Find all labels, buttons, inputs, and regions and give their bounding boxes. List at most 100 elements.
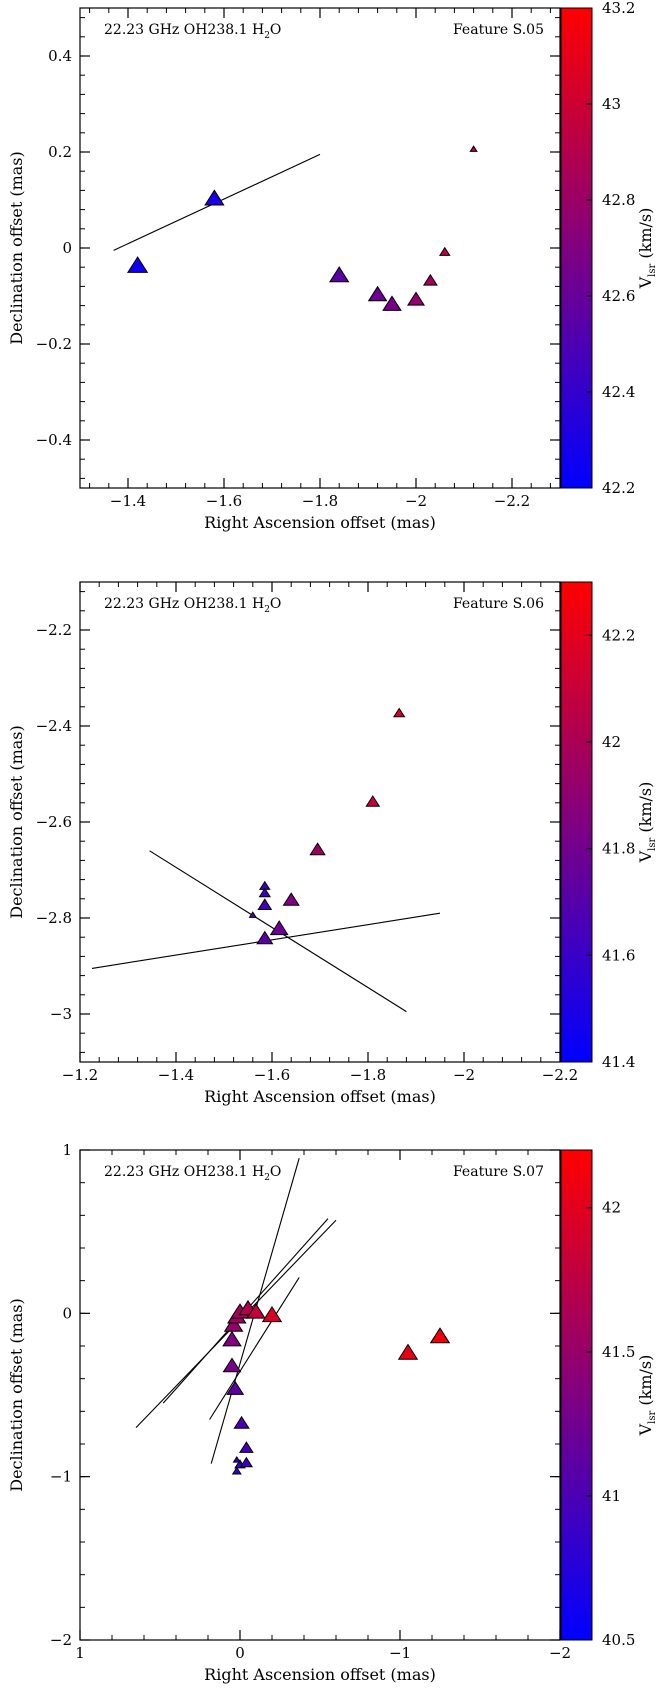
maser-spot-triangle xyxy=(222,1330,242,1347)
x-tick-label: −1.8 xyxy=(350,1066,386,1084)
x-axis-label: Right Ascension offset (mas) xyxy=(204,1087,436,1106)
maser-spot-triangle xyxy=(422,273,438,286)
maser-spot-triangle xyxy=(257,898,273,910)
plot-frame xyxy=(79,7,561,489)
annotation-feature: Feature S.06 xyxy=(453,596,544,612)
maser-spot-triangle xyxy=(223,1316,244,1332)
y-axis-label: Declination offset (mas) xyxy=(7,151,26,345)
colorbar-tick-label: 41 xyxy=(602,1487,621,1505)
x-tick-label: −2.2 xyxy=(542,1066,578,1084)
chart-panel-3: 1 0 −1 −2 −2 −1 0 1 Right Ascension offset (mas)… xyxy=(7,1141,658,1684)
colorbar-tick-label: 42.2 xyxy=(602,626,635,644)
colorbar-label: Vlsr (km/s) xyxy=(636,1355,658,1437)
annotation-feature: Feature S.05 xyxy=(453,22,544,38)
colorbar-label: Vlsr (km/s) xyxy=(636,208,658,290)
x-tick-label: −1.4 xyxy=(110,492,146,510)
maser-spot-triangle xyxy=(328,266,350,283)
maser-spot-triangle xyxy=(204,189,225,206)
colorbar-tick-label: 42.8 xyxy=(602,191,635,209)
x-tick-label: −2 xyxy=(405,492,427,510)
maser-spot-triangle xyxy=(365,795,381,807)
maser-spot-triangle xyxy=(239,1456,254,1468)
maser-spot-triangle xyxy=(231,1466,242,1475)
x-tick-label: −2 xyxy=(549,1644,571,1662)
x-tick-label: −2 xyxy=(453,1066,475,1084)
x-tick-label: 1 xyxy=(75,1644,85,1662)
maser-spot-triangle xyxy=(256,930,274,945)
maser-spot-triangle xyxy=(248,911,258,918)
colorbar-tick-label: 42.6 xyxy=(602,287,635,305)
y-tick-label: 0.4 xyxy=(48,47,72,65)
colorbar-tick-label: 42.2 xyxy=(602,479,635,497)
maser-spot-triangle xyxy=(261,1305,283,1323)
y-tick-label: −0.2 xyxy=(36,335,72,353)
y-tick-label: −2.4 xyxy=(36,717,72,735)
maser-spot-triangle xyxy=(392,707,406,718)
maser-spot-triangle xyxy=(282,892,300,906)
x-tick-label: −1.6 xyxy=(206,492,242,510)
y-tick-label: −3 xyxy=(50,1005,72,1023)
maser-spot-triangle xyxy=(226,1380,245,1395)
polarization-vector-line xyxy=(209,1277,300,1420)
colorbar-tick-label: 41.4 xyxy=(602,1053,635,1071)
maser-spot-triangle xyxy=(246,1303,266,1319)
maser-spot-triangle xyxy=(438,246,451,256)
maser-spot-triangle xyxy=(397,1343,419,1360)
colorbar-tick-label: 42 xyxy=(602,1199,621,1217)
x-tick-label: −1.6 xyxy=(254,1066,290,1084)
colorbar-tick-label: 41.5 xyxy=(602,1343,635,1361)
colorbar-tick-label: 41.6 xyxy=(602,946,635,964)
annotation-frequency-source: 22.23 GHz OH238.1 H2O xyxy=(104,22,281,41)
maser-spot-triangle xyxy=(258,887,272,898)
maser-spot-triangle xyxy=(269,920,289,936)
maser-spot-triangle xyxy=(222,1357,242,1373)
maser-spot-triangle xyxy=(429,1327,451,1344)
x-tick-label: 0 xyxy=(235,1644,245,1662)
y-tick-label: 0 xyxy=(62,1304,72,1322)
plot-frame xyxy=(79,1149,561,1641)
colorbar-tick-label: 41.8 xyxy=(602,840,635,858)
x-tick-label: −1.2 xyxy=(62,1066,98,1084)
annotation-frequency-source: 22.23 GHz OH238.1 H2O xyxy=(104,1164,281,1183)
colorbar-label: Vlsr (km/s) xyxy=(636,782,658,864)
x-axis-label: Right Ascension offset (mas) xyxy=(204,513,436,532)
maser-spot-triangle xyxy=(406,291,426,306)
colorbar-tick-label: 43.2 xyxy=(602,0,635,17)
x-tick-label: −1 xyxy=(389,1644,411,1662)
annotation-frequency-source: 22.23 GHz OH238.1 H2O xyxy=(104,596,281,615)
y-tick-label: −0.4 xyxy=(36,431,72,449)
chart-panel-1: −1.4 −1.6 −1.8 −2 −2.2 −0.4 −0.2 0 0.2 0.4 Right A… xyxy=(7,0,658,532)
y-tick-label: −2.8 xyxy=(36,909,72,927)
maser-spot-triangle xyxy=(233,1415,250,1429)
maser-spot-triangle xyxy=(382,295,402,311)
y-tick-label: 0 xyxy=(62,239,72,257)
chart-panel-2: −1.2 −1.4 −1.6 −1.8 −2 −2.2 −3 −2.8 −2.6 −2.4 −2.2… xyxy=(7,581,658,1106)
y-tick-label: 0.2 xyxy=(48,143,72,161)
annotation-feature: Feature S.07 xyxy=(453,1164,544,1180)
maser-spot-triangle xyxy=(469,145,478,152)
y-tick-label: −1 xyxy=(50,1468,72,1486)
maser-spot-triangle xyxy=(367,285,388,302)
x-tick-label: −2.2 xyxy=(494,492,530,510)
x-axis-label: Right Ascension offset (mas) xyxy=(204,1665,436,1684)
maser-spot-triangle xyxy=(126,256,149,273)
maser-spot-triangle xyxy=(309,842,326,856)
colorbar-tick-label: 43 xyxy=(602,95,621,113)
y-tick-label: −2.2 xyxy=(36,621,72,639)
x-tick-label: −1.8 xyxy=(302,492,338,510)
x-tick-label: −1.4 xyxy=(158,1066,194,1084)
y-tick-label: 1 xyxy=(62,1141,72,1159)
colorbar xyxy=(560,581,593,1063)
colorbar xyxy=(560,7,593,489)
maser-spot-triangle xyxy=(238,1441,254,1453)
colorbar xyxy=(560,1149,593,1641)
colorbar-tick-label: 40.5 xyxy=(602,1631,635,1649)
maser-spot-triangle xyxy=(232,1455,242,1463)
plot-frame xyxy=(79,581,561,1063)
colorbar-tick-label: 42 xyxy=(602,733,621,751)
y-tick-label: −2.6 xyxy=(36,813,72,831)
y-axis-label: Declination offset (mas) xyxy=(7,725,26,919)
y-axis-label: Declination offset (mas) xyxy=(7,1298,26,1492)
colorbar-tick-label: 42.4 xyxy=(602,383,635,401)
y-tick-label: −2 xyxy=(50,1631,72,1649)
